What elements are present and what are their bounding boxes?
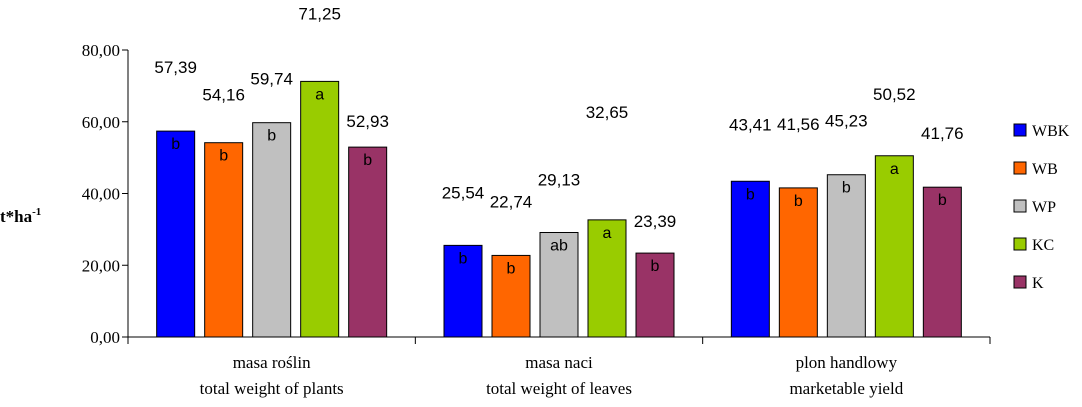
- legend-swatch: [1013, 199, 1027, 213]
- data-label: 45,23: [825, 112, 868, 131]
- significance-letter: b: [363, 152, 372, 169]
- significance-letter: b: [267, 128, 276, 145]
- legend-swatch: [1013, 161, 1027, 175]
- legend-label: K: [1032, 275, 1044, 292]
- significance-letter: b: [794, 193, 803, 210]
- x-category-label: masa naci: [525, 353, 593, 372]
- bar: [874, 155, 914, 338]
- x-category-label: masa roślin: [233, 353, 311, 372]
- data-label: 57,39: [154, 58, 197, 77]
- bar: [300, 80, 340, 338]
- bar: [635, 252, 675, 338]
- bar: [348, 146, 388, 338]
- y-axis-label-superscript: -1: [32, 206, 41, 218]
- significance-letter: ab: [550, 237, 568, 254]
- y-tick-label: 20,00: [82, 256, 120, 275]
- significance-letter: a: [315, 86, 324, 103]
- data-label: 32,65: [586, 103, 629, 122]
- legend-label: WBK: [1032, 123, 1070, 140]
- bar: [778, 187, 818, 338]
- significance-letter: b: [746, 186, 755, 203]
- data-label: 23,39: [634, 212, 677, 231]
- significance-letter: b: [938, 192, 947, 209]
- y-tick-label: 0,00: [90, 328, 120, 347]
- legend-label: WP: [1032, 199, 1056, 216]
- bar: [491, 254, 531, 338]
- value-labels: b 57,39 b 54,16 b 59,74 a 71,25 b 52,93 b 25,54 b 22,…: [154, 4, 963, 277]
- data-label: 22,74: [490, 192, 533, 211]
- x-category-label: total weight of plants: [200, 379, 344, 398]
- significance-letter: b: [651, 258, 660, 275]
- bar: [443, 244, 483, 338]
- y-tick-label: 80,00: [82, 41, 120, 60]
- bar: [826, 174, 866, 338]
- y-axis: 0,00 20,00 40,00 60,00 80,00: [82, 41, 129, 347]
- y-tick-label: 60,00: [82, 113, 120, 132]
- bar: [587, 219, 627, 338]
- y-axis-label: t*ha-1: [0, 206, 41, 226]
- x-axis: masa roślin total weight of plants masa na…: [127, 336, 991, 398]
- y-axis-label-text: t*ha: [0, 207, 33, 226]
- bar: [252, 122, 292, 338]
- legend-label: KC: [1032, 237, 1054, 254]
- x-category-label: total weight of leaves: [486, 379, 632, 398]
- x-category-label: plon handlowy: [796, 353, 898, 372]
- y-tick-label: 40,00: [82, 185, 120, 204]
- data-label: 71,25: [298, 4, 341, 23]
- data-label: 59,74: [250, 70, 293, 89]
- data-label: 25,54: [442, 183, 485, 202]
- data-label: 50,52: [873, 85, 916, 104]
- bar: [204, 142, 244, 338]
- bar: [156, 130, 196, 338]
- legend-swatch: [1013, 237, 1027, 251]
- significance-letter: b: [219, 148, 228, 165]
- data-label: 41,76: [921, 124, 964, 143]
- x-category-label: marketable yield: [789, 379, 903, 398]
- bar: [922, 186, 962, 338]
- significance-letter: b: [842, 180, 851, 197]
- bar: [730, 180, 770, 338]
- significance-letter: b: [171, 136, 180, 153]
- data-label: 29,13: [538, 170, 581, 189]
- significance-letter: b: [459, 250, 468, 267]
- legend-label: WB: [1032, 161, 1058, 178]
- bars: [156, 80, 962, 338]
- bar: [539, 231, 579, 338]
- data-label: 54,16: [202, 86, 245, 105]
- significance-letter: a: [603, 225, 612, 242]
- significance-letter: b: [507, 260, 516, 277]
- data-label: 41,56: [777, 115, 820, 134]
- legend-swatch: [1013, 123, 1027, 137]
- data-label: 52,93: [346, 112, 389, 131]
- data-label: 43,41: [729, 115, 772, 134]
- legend-swatch: [1013, 275, 1027, 289]
- legend: WBK WB WP KC K: [1013, 123, 1070, 292]
- significance-letter: a: [890, 161, 899, 178]
